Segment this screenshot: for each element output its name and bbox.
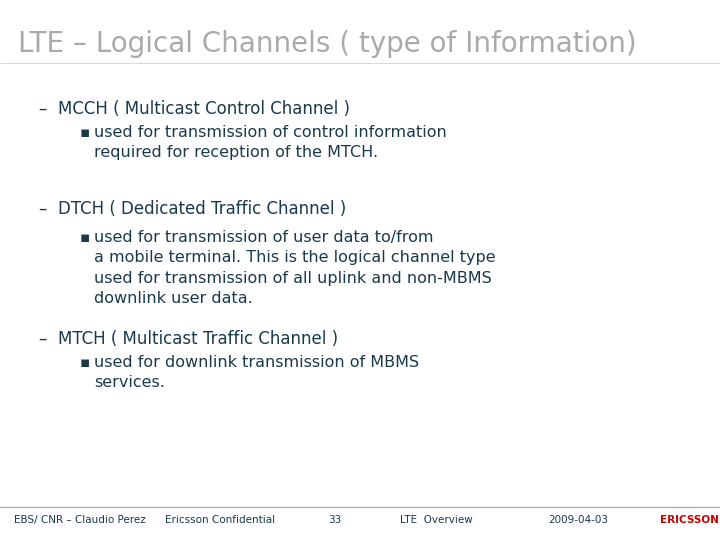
Text: –: – bbox=[38, 100, 46, 118]
Text: –: – bbox=[38, 330, 46, 348]
Text: used for transmission of user data to/from
a mobile terminal. This is the logica: used for transmission of user data to/fr… bbox=[94, 230, 495, 306]
Text: ▪: ▪ bbox=[80, 230, 91, 245]
Text: ERICSSON: ERICSSON bbox=[660, 515, 719, 525]
Text: 2009-04-03: 2009-04-03 bbox=[548, 515, 608, 525]
Text: MCCH ( Multicast Control Channel ): MCCH ( Multicast Control Channel ) bbox=[58, 100, 350, 118]
Text: 33: 33 bbox=[328, 515, 341, 525]
Text: LTE  Overview: LTE Overview bbox=[400, 515, 473, 525]
Text: LTE – Logical Channels ( type of Information): LTE – Logical Channels ( type of Informa… bbox=[18, 30, 636, 58]
Text: –: – bbox=[38, 200, 46, 218]
Text: Ericsson Confidential: Ericsson Confidential bbox=[165, 515, 275, 525]
Text: used for downlink transmission of MBMS
services.: used for downlink transmission of MBMS s… bbox=[94, 355, 419, 390]
Text: EBS/ CNR – Claudio Perez: EBS/ CNR – Claudio Perez bbox=[14, 515, 145, 525]
Text: ▪: ▪ bbox=[80, 355, 91, 370]
Text: used for transmission of control information
required for reception of the MTCH.: used for transmission of control informa… bbox=[94, 125, 446, 160]
Text: MTCH ( Multicast Traffic Channel ): MTCH ( Multicast Traffic Channel ) bbox=[58, 330, 338, 348]
Text: DTCH ( Dedicated Traffic Channel ): DTCH ( Dedicated Traffic Channel ) bbox=[58, 200, 346, 218]
Text: ▪: ▪ bbox=[80, 125, 91, 140]
